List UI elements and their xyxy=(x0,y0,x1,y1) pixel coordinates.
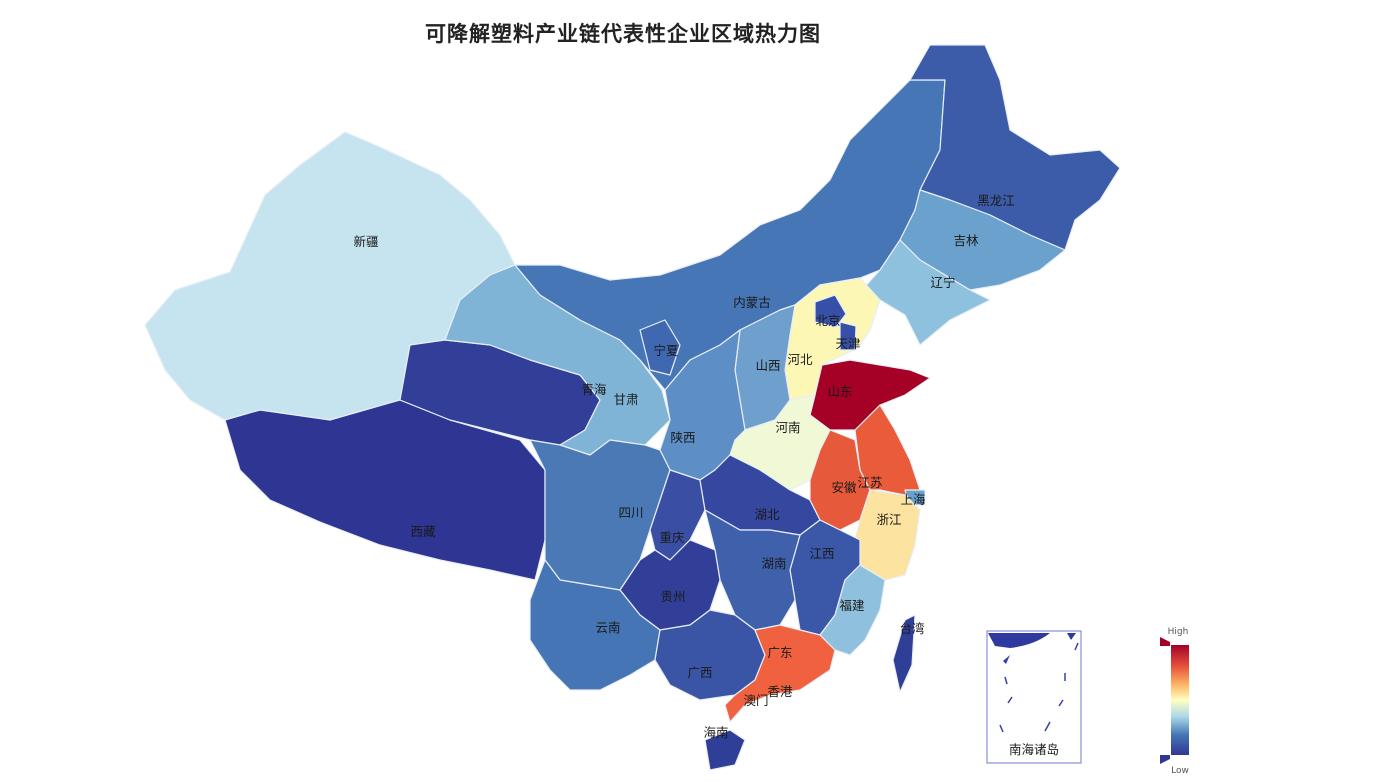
province-label: 安徽 xyxy=(831,480,857,495)
province-label: 内蒙古 xyxy=(733,295,771,310)
province-label: 上海 xyxy=(900,492,926,507)
province-label: 香港 xyxy=(767,684,793,699)
province-label: 广西 xyxy=(687,665,712,680)
province-label: 新疆 xyxy=(353,234,378,249)
legend-high-handle[interactable] xyxy=(1160,637,1170,646)
province-region[interactable] xyxy=(724,624,836,723)
province-region[interactable] xyxy=(224,399,546,581)
province-label: 河南 xyxy=(775,420,800,435)
province-label: 山东 xyxy=(827,384,852,399)
province-label: 北京 xyxy=(815,313,840,328)
province-label: 福建 xyxy=(839,598,865,613)
province-label: 浙江 xyxy=(876,512,901,527)
province-label: 台湾 xyxy=(899,621,924,636)
legend-gradient-bar xyxy=(1171,645,1189,755)
province-label: 江苏 xyxy=(857,475,882,490)
color-scale-legend: High Low xyxy=(1160,627,1189,776)
province-label: 辽宁 xyxy=(930,275,955,290)
province-label: 云南 xyxy=(595,620,620,635)
province-label: 重庆 xyxy=(659,530,685,545)
province-region[interactable] xyxy=(704,729,746,771)
province-label: 澳门 xyxy=(743,693,768,708)
province-label: 江西 xyxy=(809,546,834,561)
province-label: 湖北 xyxy=(754,507,780,522)
province-region[interactable] xyxy=(639,319,681,376)
legend-low-label: Low xyxy=(1171,766,1189,776)
province-region[interactable] xyxy=(529,559,661,691)
province-label: 广东 xyxy=(767,645,792,660)
province-label: 海南 xyxy=(703,725,728,740)
province-label: 黑龙江 xyxy=(977,193,1015,208)
province-region[interactable] xyxy=(814,294,847,328)
legend-low-handle[interactable] xyxy=(1160,755,1170,764)
province-label: 山西 xyxy=(755,358,780,373)
province-label: 湖南 xyxy=(761,556,786,571)
province-label: 天津 xyxy=(835,336,860,351)
province-label: 甘肃 xyxy=(613,392,638,407)
province-label: 西藏 xyxy=(410,524,436,539)
south-china-sea-inset: 南海诸岛 xyxy=(986,630,1082,764)
legend-high-label: High xyxy=(1168,627,1189,637)
province-label: 贵州 xyxy=(660,589,685,604)
province-region[interactable] xyxy=(909,44,1121,251)
province-label: 宁夏 xyxy=(653,343,679,358)
province-label: 河北 xyxy=(787,352,813,367)
province-region[interactable] xyxy=(819,564,886,656)
province-label: 青海 xyxy=(581,382,607,397)
province-label: 四川 xyxy=(618,505,643,520)
province-label: 陕西 xyxy=(670,430,695,445)
province-layer xyxy=(144,44,1121,771)
province-label: 吉林 xyxy=(953,233,979,248)
province-region[interactable] xyxy=(839,321,857,351)
inset-label: 南海诸岛 xyxy=(1009,742,1059,757)
province-region[interactable] xyxy=(892,614,916,693)
map-title: 可降解塑料产业链代表性企业区域热力图 xyxy=(425,22,821,46)
